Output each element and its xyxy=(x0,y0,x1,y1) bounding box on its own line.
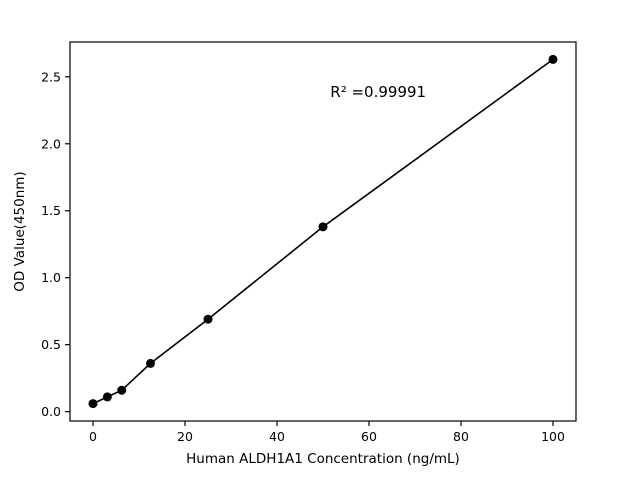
data-point xyxy=(146,358,155,368)
x-tick-label: 80 xyxy=(453,429,469,444)
y-tick-label: 0.5 xyxy=(41,337,61,352)
axes-box xyxy=(69,41,577,422)
x-tick-label: 40 xyxy=(269,429,285,444)
fit-line xyxy=(92,58,554,405)
data-point xyxy=(117,385,127,395)
y-tick-label: 0.0 xyxy=(41,404,61,419)
x-tick-label: 0 xyxy=(89,429,97,444)
y-tick-label: 2.0 xyxy=(41,136,61,151)
x-axis-label: Human ALDH1A1 Concentration (ng/mL) xyxy=(186,451,460,467)
y-tick-label: 1.0 xyxy=(41,270,61,285)
y-tick-label: 2.5 xyxy=(41,69,61,84)
x-tick-label: 100 xyxy=(541,429,565,444)
data-point xyxy=(548,54,558,64)
data-point xyxy=(203,314,213,324)
x-tick-label: 60 xyxy=(361,429,377,444)
y-tick-label: 1.5 xyxy=(41,203,61,218)
data-point xyxy=(318,222,328,232)
data-point xyxy=(102,392,112,402)
x-tick-label: 20 xyxy=(177,429,193,444)
data-point xyxy=(88,399,98,409)
r-squared-annotation: R² =0.99991 xyxy=(330,83,426,101)
y-axis-label: OD Value(450nm) xyxy=(12,171,28,291)
